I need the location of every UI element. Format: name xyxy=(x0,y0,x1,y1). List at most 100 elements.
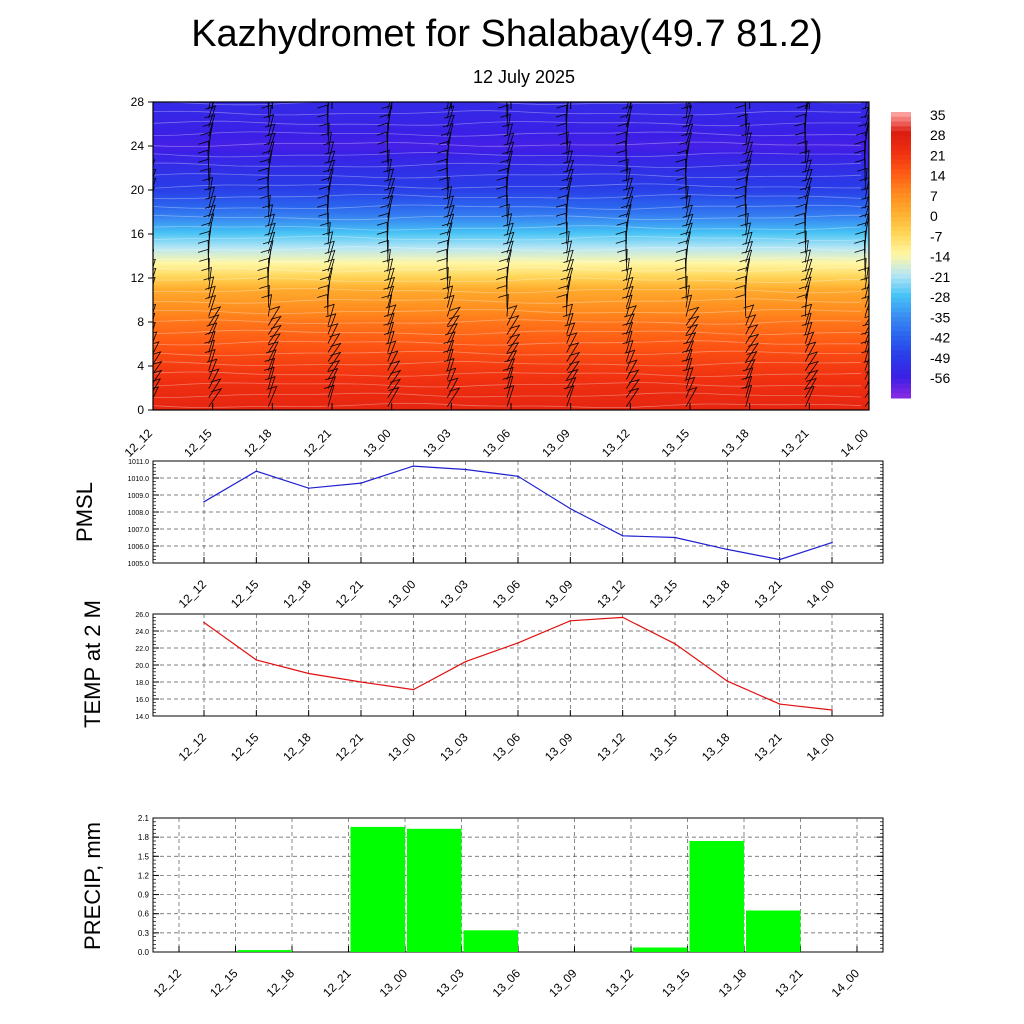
wind-barb xyxy=(202,177,214,200)
contour-line xyxy=(153,371,862,377)
contour-line xyxy=(153,141,862,148)
colorbar-label: -56 xyxy=(930,370,950,386)
x-tick-label: 13_03 xyxy=(433,966,467,1000)
heatmap-band xyxy=(153,358,869,361)
heatmap-band xyxy=(153,110,869,113)
x-tick-label: 13_21 xyxy=(778,426,812,460)
precipitation-panel: 0.0 0.3 0.6 0.9 1.2 1.5 1.8 2.1 12_12 12_15 12_18 1… xyxy=(138,814,884,1000)
heatmap-band xyxy=(153,122,869,125)
wind-barb xyxy=(745,342,759,362)
colorbar-swatch xyxy=(891,202,911,208)
wind-barb xyxy=(502,366,514,389)
wind-barb xyxy=(327,342,342,362)
heatmap-band xyxy=(153,160,869,163)
colorbar-label: -21 xyxy=(930,269,950,285)
wind-barb xyxy=(566,360,580,380)
wind-barb xyxy=(685,102,689,119)
colorbar-swatch xyxy=(891,283,911,289)
colorbar-swatch xyxy=(891,150,911,156)
wind-barb xyxy=(267,341,279,362)
data-point xyxy=(621,616,624,619)
precip-bar xyxy=(463,930,518,952)
data-point xyxy=(203,621,205,624)
wind-barb xyxy=(801,177,813,200)
wind-barb xyxy=(442,123,454,146)
wind-barb xyxy=(803,385,815,407)
wind-barb xyxy=(197,149,210,173)
heatmap-band xyxy=(153,322,869,325)
heatmap-band xyxy=(153,294,869,297)
heatmap-band xyxy=(153,290,869,293)
wind-barb xyxy=(801,159,812,182)
wind-barb xyxy=(740,222,752,245)
y-tick-label: 26.0 xyxy=(135,612,149,619)
wind-barb xyxy=(622,195,634,218)
heatmap-band xyxy=(153,350,869,353)
wind-barb xyxy=(438,266,449,290)
wind-barb xyxy=(685,386,698,407)
wind-barb xyxy=(442,285,454,308)
wind-barb xyxy=(139,114,149,136)
colorbar-swatch xyxy=(891,374,911,380)
heatmap-band xyxy=(153,238,869,241)
x-tick-label: 12_21 xyxy=(320,966,354,1000)
colorbar-swatch xyxy=(891,297,911,304)
x-tick-label: 13_06 xyxy=(480,426,514,460)
wind-barb xyxy=(142,196,152,218)
wind-barb xyxy=(682,222,693,245)
wind-barb xyxy=(860,187,869,209)
heatmap-band xyxy=(153,200,869,203)
wind-barb xyxy=(327,333,341,353)
wind-barb xyxy=(264,231,276,254)
wind-barb xyxy=(678,185,689,209)
y-tick-label: 20.0 xyxy=(135,663,149,670)
contour-line xyxy=(153,350,862,356)
wind-barb xyxy=(267,333,281,353)
heatmap-band xyxy=(153,196,869,199)
heatmap-band xyxy=(153,274,869,277)
data-point xyxy=(831,709,833,711)
wind-barb xyxy=(383,321,394,344)
y-tick-label: 0.0 xyxy=(138,948,150,957)
wind-barb xyxy=(685,332,697,353)
colorbar-swatch xyxy=(891,264,911,270)
colorbar-swatch xyxy=(891,293,911,299)
wind-barb xyxy=(744,102,747,119)
wind-barb xyxy=(327,360,341,380)
heatmap-band xyxy=(153,224,869,227)
wind-barb xyxy=(202,122,214,146)
data-point xyxy=(517,642,519,644)
wind-barb xyxy=(796,230,807,254)
heatmap-band xyxy=(153,212,869,215)
precip-bar xyxy=(237,950,292,952)
wind-barb xyxy=(153,249,155,255)
colorbar-swatch xyxy=(891,164,911,170)
wind-barb xyxy=(558,285,569,308)
wind-barb xyxy=(560,276,572,299)
colorbar-swatch xyxy=(891,126,911,132)
wind-barb xyxy=(681,105,692,128)
x-tick-label: 13_18 xyxy=(718,426,752,460)
wind-barb xyxy=(621,294,633,317)
contour-line xyxy=(153,256,862,262)
colorbar-swatch xyxy=(891,369,911,375)
wind-barb xyxy=(260,194,271,218)
wind-barb xyxy=(203,276,215,299)
wind-barb xyxy=(317,104,329,128)
wind-barb xyxy=(556,104,568,128)
wind-barb xyxy=(441,222,453,245)
wind-barb xyxy=(382,258,394,281)
wind-barb xyxy=(502,150,513,173)
wind-barb xyxy=(506,333,521,353)
wind-barb xyxy=(323,384,335,407)
wind-barb xyxy=(676,248,687,272)
data-point xyxy=(464,660,467,663)
heatmap-band xyxy=(153,310,869,313)
contour-line xyxy=(153,162,862,168)
data-point xyxy=(412,465,415,467)
wind-barb xyxy=(675,158,687,182)
wind-barb xyxy=(796,293,808,317)
y-tick-label: 24.0 xyxy=(135,629,149,636)
heatmap-band xyxy=(153,302,869,305)
wind-barb xyxy=(200,167,211,191)
